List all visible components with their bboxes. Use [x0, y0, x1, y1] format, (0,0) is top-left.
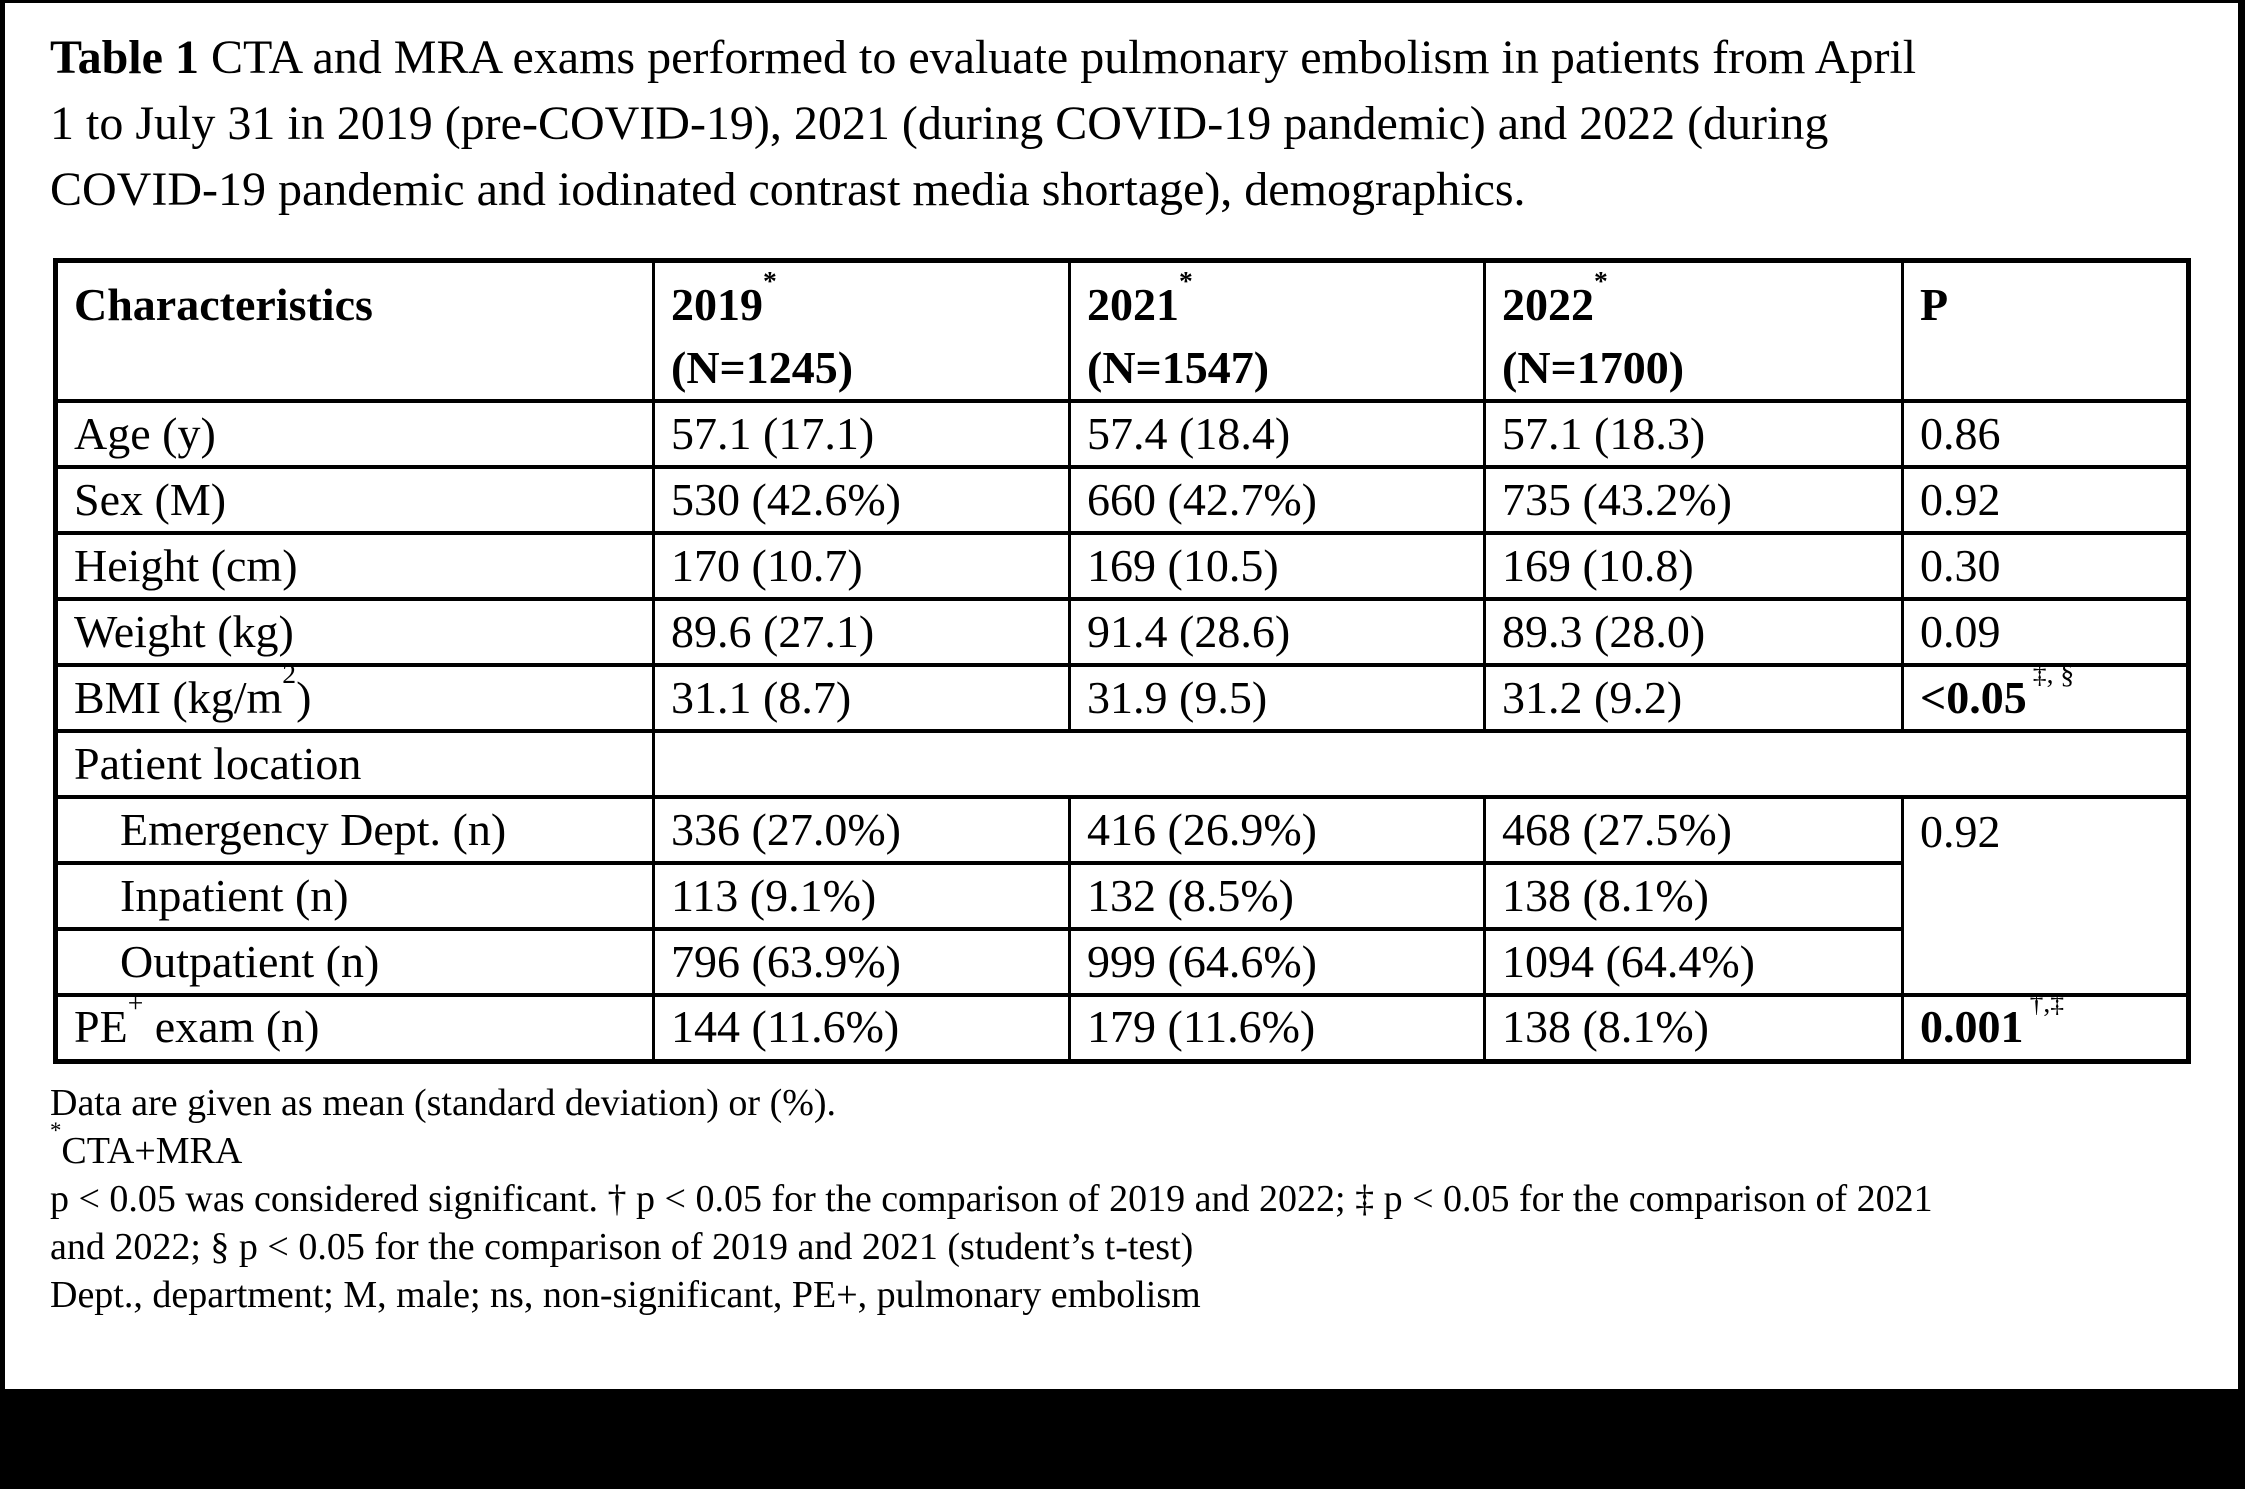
age-p: 0.86	[1901, 399, 2190, 469]
table-row-emergency: Emergency Dept. (n) 336 (27.0%) 416 (26.…	[54, 795, 2190, 997]
emergency-2019: 336 (27.0%)	[652, 795, 1071, 865]
header-2021: 2021* (N=1547)	[1068, 258, 1486, 403]
age-2022: 57.1 (18.3)	[1483, 399, 1904, 469]
inpatient-2019: 113 (9.1%)	[652, 861, 1071, 931]
table-header-row: Characteristics 2019* (N=1245) 2021* (N=15…	[54, 258, 2190, 403]
emergency-label: Emergency Dept. (n)	[54, 795, 655, 865]
bmi-p: <0.05 ‡, §	[1901, 663, 2190, 733]
table-row-weight: Weight (kg) 89.6 (27.1) 91.4 (28.6) 89.3…	[54, 597, 2190, 667]
footnote-abbreviations: Dept., department; M, male; ns, non-sign…	[50, 1274, 1201, 1316]
sex-2021: 660 (42.7%)	[1068, 465, 1486, 535]
footnote-cta-mra: *CTA+MRA	[50, 1117, 243, 1172]
pe-exam-label: PE+ exam (n)	[54, 993, 655, 1063]
header-2021-year: 2021	[1087, 279, 1179, 330]
table-row-patient-location: Patient location	[54, 729, 2191, 799]
inpatient-2022: 138 (8.1%)	[1483, 861, 1904, 931]
squared-superscript: 2	[282, 665, 297, 689]
footnote-data-note: Data are given as mean (standard deviati…	[50, 1082, 837, 1124]
significance-markers: ‡, §	[2032, 665, 2075, 689]
footnote-significance-line-2: and 2022; § p < 0.05 for the comparison …	[50, 1226, 1194, 1268]
header-characteristics: Characteristics	[54, 258, 655, 403]
header-p-value: P	[1901, 258, 2190, 403]
height-label: Height (cm)	[54, 531, 655, 601]
table-footnotes: Data are given as mean (standard deviati…	[50, 1079, 2210, 1319]
height-2019: 170 (10.7)	[652, 531, 1071, 601]
sex-2019: 530 (42.6%)	[652, 465, 1071, 535]
age-2021: 57.4 (18.4)	[1068, 399, 1486, 469]
significance-markers: †,‡	[2029, 995, 2065, 1019]
header-2019-year: 2019	[671, 279, 763, 330]
title-line-1-text: CTA and MRA exams performed to evaluate …	[198, 31, 1917, 84]
weight-2019: 89.6 (27.1)	[652, 597, 1071, 667]
asterisk-marker: *	[1179, 264, 1193, 296]
outpatient-2019: 796 (63.9%)	[652, 927, 1071, 997]
asterisk-marker: *	[1594, 264, 1608, 296]
inpatient-2021: 132 (8.5%)	[1068, 861, 1486, 931]
sex-label: Sex (M)	[54, 465, 655, 535]
title-table-number: Table 1	[50, 31, 199, 84]
outpatient-2022: 1094 (64.4%)	[1483, 927, 1904, 997]
weight-label: Weight (kg)	[54, 597, 655, 667]
table-row-sex: Sex (M) 530 (42.6%) 660 (42.7%) 735 (43.…	[54, 465, 2190, 535]
weight-2021: 91.4 (28.6)	[1068, 597, 1486, 667]
sex-2022: 735 (43.2%)	[1483, 465, 1904, 535]
bmi-2021: 31.9 (9.5)	[1068, 663, 1486, 733]
header-2019: 2019* (N=1245)	[652, 258, 1071, 403]
height-2021: 169 (10.5)	[1068, 531, 1486, 601]
title-line-2: 1 to July 31 in 2019 (pre-COVID-19), 202…	[50, 97, 1829, 150]
plus-superscript: +	[127, 995, 144, 1019]
table-row-pe-exam: PE+ exam (n) 144 (11.6%) 179 (11.6%) 138…	[54, 993, 2190, 1063]
emergency-2021: 416 (26.9%)	[1068, 795, 1486, 865]
weight-p: 0.09	[1901, 597, 2190, 667]
height-p: 0.30	[1901, 531, 2190, 601]
bmi-2019: 31.1 (8.7)	[652, 663, 1071, 733]
bmi-label: BMI (kg/m2)	[54, 663, 655, 733]
header-2022: 2022* (N=1700)	[1483, 258, 1904, 403]
pe-exam-2019: 144 (11.6%)	[652, 993, 1071, 1063]
header-2021-n: (N=1547)	[1087, 342, 1270, 393]
header-2019-n: (N=1245)	[671, 342, 854, 393]
height-2022: 169 (10.8)	[1483, 531, 1904, 601]
pe-exam-p: 0.001 †,‡	[1901, 993, 2190, 1063]
asterisk-marker: *	[763, 264, 777, 296]
age-2019: 57.1 (17.1)	[652, 399, 1071, 469]
demographics-table: Characteristics 2019* (N=1245) 2021* (N=15…	[53, 258, 2191, 1064]
outpatient-label: Outpatient (n)	[54, 927, 655, 997]
table-row-inpatient: Inpatient (n) 113 (9.1%) 132 (8.5%) 138 …	[54, 861, 2189, 931]
document-page: Table 1 CTA and MRA exams performed to e…	[5, 3, 2238, 1389]
inpatient-label: Inpatient (n)	[54, 861, 655, 931]
pe-exam-2021: 179 (11.6%)	[1068, 993, 1486, 1063]
table-row-height: Height (cm) 170 (10.7) 169 (10.5) 169 (1…	[54, 531, 2190, 601]
table-row-age: Age (y) 57.1 (17.1) 57.4 (18.4) 57.1 (18…	[54, 399, 2190, 469]
title-line-3: COVID-19 pandemic and iodinated contrast…	[50, 163, 1526, 216]
location-p-merged: 0.92	[1901, 795, 2190, 997]
patient-location-empty-cell	[652, 729, 2191, 799]
header-2022-year: 2022	[1502, 279, 1594, 330]
sex-p: 0.92	[1901, 465, 2190, 535]
weight-2022: 89.3 (28.0)	[1483, 597, 1904, 667]
outpatient-2021: 999 (64.6%)	[1068, 927, 1486, 997]
footnote-significance-line-1: p < 0.05 was considered significant. † p…	[50, 1178, 1933, 1220]
pe-exam-2022: 138 (8.1%)	[1483, 993, 1904, 1063]
table-row-bmi: BMI (kg/m2) 31.1 (8.7) 31.9 (9.5) 31.2 (…	[54, 663, 2190, 733]
table-row-outpatient: Outpatient (n) 796 (63.9%) 999 (64.6%) 1…	[54, 927, 2189, 997]
title-line-1: Table 1 CTA and MRA exams performed to e…	[50, 25, 2210, 91]
page-title: Table 1 CTA and MRA exams performed to e…	[50, 25, 2210, 223]
emergency-2022: 468 (27.5%)	[1483, 795, 1904, 865]
patient-location-label: Patient location	[54, 729, 655, 799]
asterisk-marker: *	[50, 1117, 62, 1143]
age-label: Age (y)	[54, 399, 655, 469]
header-2022-n: (N=1700)	[1502, 342, 1685, 393]
bmi-2022: 31.2 (9.2)	[1483, 663, 1904, 733]
